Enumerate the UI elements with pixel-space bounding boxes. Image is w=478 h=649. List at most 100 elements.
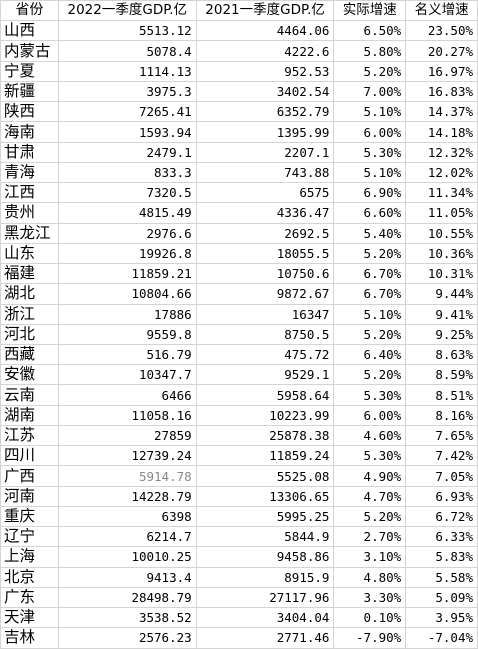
cell-province[interactable]: 安徽 (0, 364, 59, 386)
cell-real-growth[interactable]: 5.20% (333, 242, 407, 265)
cell-gdp-2021[interactable]: 3404.04 (195, 607, 335, 629)
cell-nominal-growth[interactable]: 9.44% (405, 283, 478, 305)
cell-gdp-2021[interactable]: 2207.1 (195, 141, 335, 163)
cell-real-growth[interactable]: 7.00% (333, 80, 407, 103)
cell-gdp-2021[interactable]: 4222.6 (195, 40, 335, 62)
cell-gdp-2021[interactable]: 743.88 (195, 161, 335, 184)
cell-province[interactable]: 山东 (0, 242, 59, 265)
cell-province[interactable]: 青海 (0, 161, 59, 184)
cell-gdp-2021[interactable]: 13306.65 (195, 485, 335, 507)
cell-gdp-2021[interactable]: 9458.86 (195, 546, 335, 568)
cell-province[interactable]: 宁夏 (0, 60, 59, 82)
cell-gdp-2022[interactable]: 17886 (57, 303, 197, 325)
cell-gdp-2022[interactable]: 14228.79 (57, 485, 197, 507)
cell-real-growth[interactable]: 6.60% (333, 202, 407, 224)
cell-province[interactable]: 浙江 (0, 303, 59, 325)
cell-gdp-2022[interactable]: 27859 (57, 424, 197, 447)
cell-gdp-2021[interactable]: 475.72 (195, 343, 335, 366)
cell-gdp-2022[interactable]: 1593.94 (57, 121, 197, 143)
cell-nominal-growth[interactable]: 6.33% (405, 526, 478, 548)
cell-gdp-2022[interactable]: 2479.1 (57, 141, 197, 163)
cell-province[interactable]: 广西 (0, 465, 59, 487)
header-cell-nominal-growth[interactable]: 名义增速 (405, 0, 478, 22)
cell-real-growth[interactable]: 5.20% (333, 505, 407, 528)
cell-real-growth[interactable]: 5.40% (333, 222, 407, 244)
cell-gdp-2022[interactable]: 1114.13 (57, 60, 197, 82)
cell-real-growth[interactable]: 0.10% (333, 607, 407, 629)
cell-gdp-2021[interactable]: 9872.67 (195, 283, 335, 305)
cell-province[interactable]: 上海 (0, 546, 59, 568)
cell-gdp-2022[interactable]: 9413.4 (57, 566, 197, 588)
cell-real-growth[interactable]: 2.70% (333, 526, 407, 548)
cell-real-growth[interactable]: 5.30% (333, 141, 407, 163)
cell-gdp-2022[interactable]: 7320.5 (57, 182, 197, 204)
cell-gdp-2022[interactable]: 2976.6 (57, 222, 197, 244)
cell-nominal-growth[interactable]: 5.09% (405, 586, 478, 609)
cell-gdp-2022[interactable]: 10010.25 (57, 546, 197, 568)
cell-real-growth[interactable]: 4.90% (333, 465, 407, 487)
cell-gdp-2021[interactable]: 4464.06 (195, 20, 335, 42)
cell-real-growth[interactable]: 5.10% (333, 101, 407, 123)
cell-real-growth[interactable]: 6.70% (333, 263, 407, 285)
cell-province[interactable]: 江西 (0, 182, 59, 204)
cell-nominal-growth[interactable]: 14.18% (405, 121, 478, 143)
cell-province[interactable]: 吉林 (0, 627, 59, 649)
cell-nominal-growth[interactable]: 7.65% (405, 424, 478, 447)
cell-gdp-2022[interactable]: 11859.21 (57, 263, 197, 285)
cell-province[interactable]: 江苏 (0, 424, 59, 447)
cell-real-growth[interactable]: 5.30% (333, 445, 407, 467)
cell-real-growth[interactable]: 5.20% (333, 60, 407, 82)
cell-real-growth[interactable]: 4.60% (333, 424, 407, 447)
cell-nominal-growth[interactable]: 11.05% (405, 202, 478, 224)
cell-nominal-growth[interactable]: 23.50% (405, 20, 478, 42)
cell-gdp-2022[interactable]: 5513.12 (57, 20, 197, 42)
cell-province[interactable]: 甘肃 (0, 141, 59, 163)
cell-gdp-2021[interactable]: 10750.6 (195, 263, 335, 285)
cell-nominal-growth[interactable]: 14.37% (405, 101, 478, 123)
cell-gdp-2022[interactable]: 6466 (57, 384, 197, 406)
cell-gdp-2021[interactable]: 4336.47 (195, 202, 335, 224)
cell-province[interactable]: 湖南 (0, 404, 59, 426)
cell-real-growth[interactable]: -7.90% (333, 627, 407, 649)
cell-province[interactable]: 黑龙江 (0, 222, 59, 244)
cell-gdp-2022[interactable]: 516.79 (57, 343, 197, 366)
cell-province[interactable]: 广东 (0, 586, 59, 609)
cell-real-growth[interactable]: 5.30% (333, 384, 407, 406)
header-cell-gdp-2021[interactable]: 2021一季度GDP.亿 (195, 0, 335, 22)
cell-gdp-2022[interactable]: 12739.24 (57, 445, 197, 467)
cell-gdp-2021[interactable]: 27117.96 (195, 586, 335, 609)
cell-gdp-2022[interactable]: 833.3 (57, 161, 197, 184)
cell-gdp-2021[interactable]: 5525.08 (195, 465, 335, 487)
cell-gdp-2022[interactable]: 28498.79 (57, 586, 197, 609)
cell-gdp-2021[interactable]: 2771.46 (195, 627, 335, 649)
cell-real-growth[interactable]: 6.00% (333, 121, 407, 143)
cell-gdp-2021[interactable]: 11859.24 (195, 445, 335, 467)
cell-nominal-growth[interactable]: 8.59% (405, 364, 478, 386)
cell-nominal-growth[interactable]: 10.31% (405, 263, 478, 285)
cell-province[interactable]: 四川 (0, 445, 59, 467)
cell-nominal-growth[interactable]: 16.83% (405, 80, 478, 103)
cell-real-growth[interactable]: 4.70% (333, 485, 407, 507)
cell-nominal-growth[interactable]: 6.93% (405, 485, 478, 507)
cell-gdp-2021[interactable]: 5844.9 (195, 526, 335, 548)
cell-gdp-2021[interactable]: 18055.5 (195, 242, 335, 265)
cell-gdp-2022[interactable]: 5914.78 (57, 465, 197, 487)
cell-gdp-2021[interactable]: 25878.38 (195, 424, 335, 447)
cell-nominal-growth[interactable]: 7.05% (405, 465, 478, 487)
cell-gdp-2021[interactable]: 6575 (195, 182, 335, 204)
cell-gdp-2022[interactable]: 5078.4 (57, 40, 197, 62)
cell-province[interactable]: 北京 (0, 566, 59, 588)
cell-real-growth[interactable]: 6.90% (333, 182, 407, 204)
cell-gdp-2022[interactable]: 19926.8 (57, 242, 197, 265)
cell-province[interactable]: 福建 (0, 263, 59, 285)
cell-nominal-growth[interactable]: 3.95% (405, 607, 478, 629)
cell-real-growth[interactable]: 5.20% (333, 364, 407, 386)
cell-nominal-growth[interactable]: 9.41% (405, 303, 478, 325)
cell-nominal-growth[interactable]: 16.97% (405, 60, 478, 82)
header-cell-gdp-2022[interactable]: 2022一季度GDP.亿 (57, 0, 197, 22)
cell-gdp-2021[interactable]: 16347 (195, 303, 335, 325)
cell-nominal-growth[interactable]: 12.02% (405, 161, 478, 184)
cell-province[interactable]: 湖北 (0, 283, 59, 305)
cell-province[interactable]: 新疆 (0, 80, 59, 103)
cell-nominal-growth[interactable]: 5.58% (405, 566, 478, 588)
